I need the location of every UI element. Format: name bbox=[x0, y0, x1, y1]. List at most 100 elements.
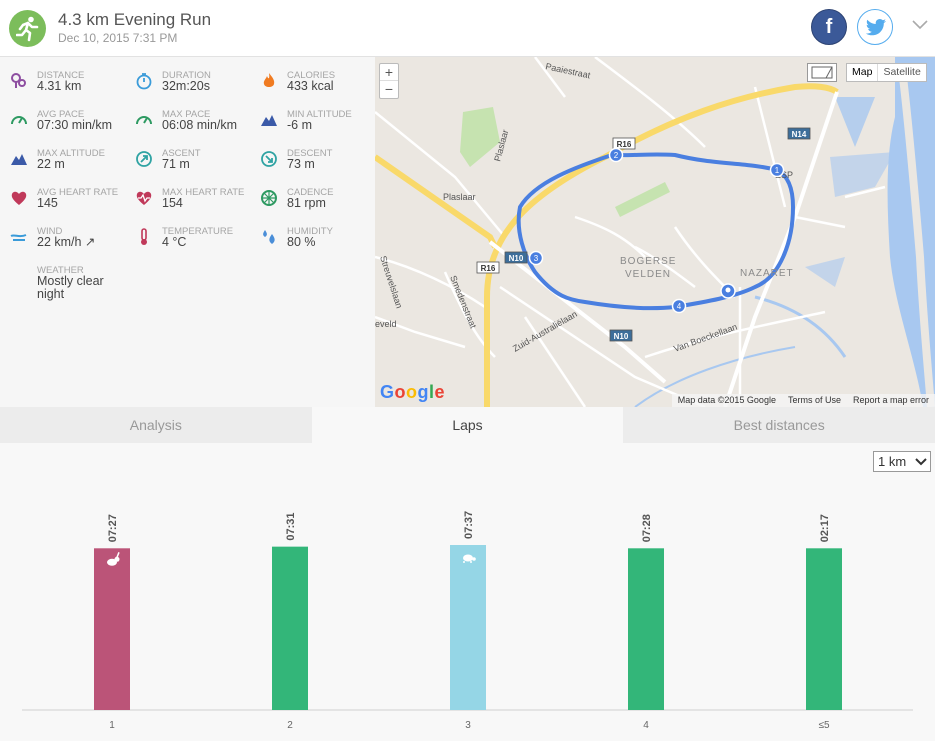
stat-value: 73 m bbox=[287, 157, 315, 171]
lap-marker[interactable]: 1 bbox=[769, 162, 785, 178]
mountain-icon bbox=[10, 150, 28, 168]
humidity-drops-icon bbox=[260, 228, 278, 246]
route-map[interactable]: Paaiestraat Plaslaar Plaslaar Streuvelslaan… bbox=[375, 57, 935, 407]
moon-icon bbox=[10, 267, 28, 285]
stat-label: WIND bbox=[37, 226, 63, 237]
lap-marker[interactable]: 3 bbox=[528, 250, 544, 266]
stat-label: MAX PACE bbox=[162, 109, 211, 120]
lap-pace-label: 07:37 bbox=[463, 511, 475, 539]
stat-label: MAX ALTITUDE bbox=[37, 148, 105, 159]
stat-value: 32m:20s bbox=[162, 79, 210, 93]
terms-of-use-link[interactable]: Terms of Use bbox=[787, 395, 841, 405]
road-shield: N14 bbox=[787, 127, 811, 140]
map-type-satellite-button[interactable]: Satellite bbox=[877, 64, 925, 81]
road-shield: R16 bbox=[476, 261, 500, 274]
lap-distance-value: 1 km bbox=[878, 454, 907, 469]
stat-value: 22 m bbox=[37, 157, 65, 171]
select-arrow-icon bbox=[915, 458, 927, 466]
stat-value: 80 % bbox=[287, 235, 316, 249]
activity-date: Dec 10, 2015 7:31 PM bbox=[58, 31, 178, 45]
stat-label: DURATION bbox=[162, 70, 211, 81]
zoom-in-button[interactable]: + bbox=[380, 64, 398, 81]
lap-bar-4[interactable] bbox=[628, 548, 664, 710]
fullscreen-icon bbox=[811, 66, 833, 79]
stat-weather: WEATHER Mostly clear night bbox=[0, 263, 125, 301]
stat-label: MIN ALTITUDE bbox=[287, 109, 352, 120]
svg-text:4: 4 bbox=[677, 302, 682, 311]
stopwatch-icon bbox=[135, 72, 153, 90]
stat-cadence: CADENCE 81 rpm bbox=[250, 185, 375, 221]
stat-label: MAX HEART RATE bbox=[162, 187, 245, 198]
svg-text:2: 2 bbox=[614, 151, 619, 160]
map-type-control[interactable]: Map Satellite bbox=[846, 63, 927, 82]
stat-label: DISTANCE bbox=[37, 70, 85, 81]
stat-label: DESCENT bbox=[287, 148, 333, 159]
street-label: Van Boeckellaan bbox=[672, 322, 738, 354]
facebook-share-button[interactable]: f bbox=[811, 9, 847, 45]
lap-number-label: 4 bbox=[643, 720, 649, 731]
map-type-map-button[interactable]: Map bbox=[852, 66, 873, 78]
twitter-share-button[interactable] bbox=[857, 9, 893, 45]
lap-bar-1[interactable] bbox=[94, 548, 130, 710]
lap-bar-2[interactable] bbox=[272, 546, 308, 710]
stat-label: WEATHER bbox=[37, 265, 84, 276]
stat-min-altitude: MIN ALTITUDE -6 m bbox=[250, 107, 375, 143]
analysis-tabs: Analysis Laps Best distances bbox=[0, 407, 935, 443]
stat-value: 145 bbox=[37, 196, 58, 210]
stat-max-altitude: MAX ALTITUDE 22 m bbox=[0, 146, 125, 182]
stat-temperature: TEMPERATURE 4 °C bbox=[125, 224, 250, 260]
stat-label: CADENCE bbox=[287, 187, 334, 198]
ascent-icon bbox=[135, 150, 153, 168]
stat-label: CALORIES bbox=[287, 70, 336, 81]
street-label: NAZARET bbox=[740, 268, 794, 279]
tab-analysis[interactable]: Analysis bbox=[0, 407, 312, 443]
stat-wind: WIND 22 km/h ↗ bbox=[0, 224, 125, 260]
tab-best-distances[interactable]: Best distances bbox=[623, 407, 935, 443]
activity-title: 4.3 km Evening Run bbox=[58, 10, 212, 29]
twitter-icon bbox=[866, 19, 886, 36]
map-canvas[interactable]: PaaiestraatPlaslaarPlaslaarStreuvelslaan… bbox=[375, 57, 935, 407]
svg-text:N14: N14 bbox=[792, 130, 807, 139]
stat-duration: DURATION 32m:20s bbox=[125, 68, 250, 104]
laps-panel: 07:27 1 07:31 2 07:37 3 07:28 4 02:17 ≤5 1 km bbox=[0, 443, 935, 741]
stat-label: HUMIDITY bbox=[287, 226, 333, 237]
street-label: eveld bbox=[375, 319, 397, 329]
lap-bar-5[interactable] bbox=[806, 548, 842, 710]
report-map-error-link[interactable]: Report a map error bbox=[852, 395, 929, 405]
rabbit-icon bbox=[107, 552, 120, 566]
stat-calories: CALORIES 433 kcal bbox=[250, 68, 375, 104]
svg-text:3: 3 bbox=[534, 254, 539, 263]
chevron-down-icon[interactable] bbox=[912, 20, 928, 30]
tab-laps[interactable]: Laps bbox=[311, 407, 624, 443]
lap-bar-3[interactable] bbox=[450, 545, 486, 710]
stat-label: AVG PACE bbox=[37, 109, 85, 120]
stat-value: 154 bbox=[162, 196, 183, 210]
map-zoom-control[interactable]: + − bbox=[379, 63, 399, 99]
stat-value: 433 kcal bbox=[287, 79, 334, 93]
road-shield: N10 bbox=[504, 251, 528, 264]
lap-pace-label: 07:27 bbox=[107, 514, 119, 542]
lap-distance-select[interactable]: 1 km bbox=[873, 451, 931, 472]
running-icon bbox=[9, 10, 46, 47]
svg-text:R16: R16 bbox=[481, 264, 496, 273]
fullscreen-button[interactable] bbox=[807, 63, 837, 82]
lap-pace-label: 07:28 bbox=[641, 514, 653, 542]
road-shield: R16 bbox=[612, 137, 636, 150]
stat-value: 4.31 km bbox=[37, 79, 82, 93]
lap-number-label: ≤5 bbox=[818, 720, 829, 731]
svg-text:R16: R16 bbox=[617, 140, 632, 149]
lap-marker[interactable]: 2 bbox=[608, 147, 624, 163]
stat-value: 71 m bbox=[162, 157, 190, 171]
thermometer-icon bbox=[135, 228, 153, 246]
zoom-out-button[interactable]: − bbox=[384, 81, 394, 97]
stat-avg-pace: AVG PACE 07:30 min/km bbox=[0, 107, 125, 143]
speedometer-icon bbox=[10, 111, 28, 129]
heart-pulse-icon bbox=[135, 189, 153, 207]
lap-marker[interactable]: 4 bbox=[671, 298, 687, 314]
street-label: VELDEN bbox=[625, 269, 671, 280]
stat-distance: DISTANCE 4.31 km bbox=[0, 68, 125, 104]
google-logo: Google bbox=[380, 382, 446, 402]
laps-chart: 07:27 1 07:31 2 07:37 3 07:28 4 02:17 ≤5 bbox=[22, 511, 913, 731]
lap-pace-label: 02:17 bbox=[819, 514, 831, 542]
finish-pin-icon[interactable] bbox=[720, 283, 736, 299]
